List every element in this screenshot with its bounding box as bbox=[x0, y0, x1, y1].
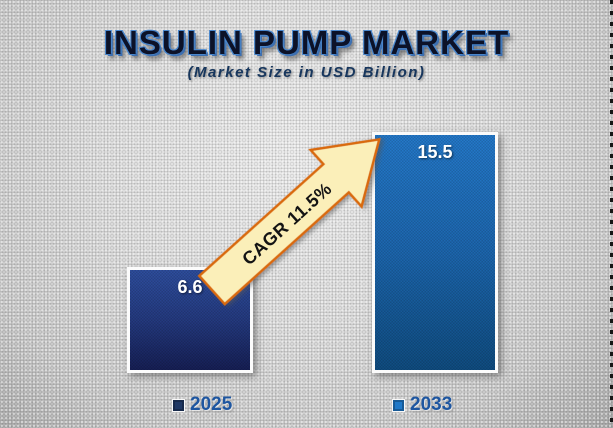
legend-swatch-2025 bbox=[172, 398, 185, 412]
cagr-annotation: CAGR 11.5% bbox=[238, 179, 335, 270]
legend-label-2025: 2025 bbox=[190, 394, 233, 415]
legend-item-2033: 2033 bbox=[392, 394, 453, 416]
chart-title: INSULIN PUMP MARKET bbox=[103, 24, 510, 61]
bar-2033-value-label: 15.5 bbox=[417, 142, 453, 162]
bar-2033: 15.5 bbox=[372, 132, 498, 373]
legend-item-2025: 2025 bbox=[172, 394, 233, 416]
right-edge-dashes bbox=[610, 0, 613, 428]
legend-label-2033: 2033 bbox=[410, 394, 453, 415]
legend: 2025 2033 bbox=[0, 394, 613, 416]
growth-arrow-icon bbox=[197, 137, 381, 306]
chart-subtitle: (Market Size in USD Billion) bbox=[187, 64, 426, 81]
bar-2025: 6.6 bbox=[127, 267, 253, 373]
bar-2025-value-label: 6.6 bbox=[177, 277, 203, 297]
legend-swatch-2033 bbox=[392, 398, 405, 412]
